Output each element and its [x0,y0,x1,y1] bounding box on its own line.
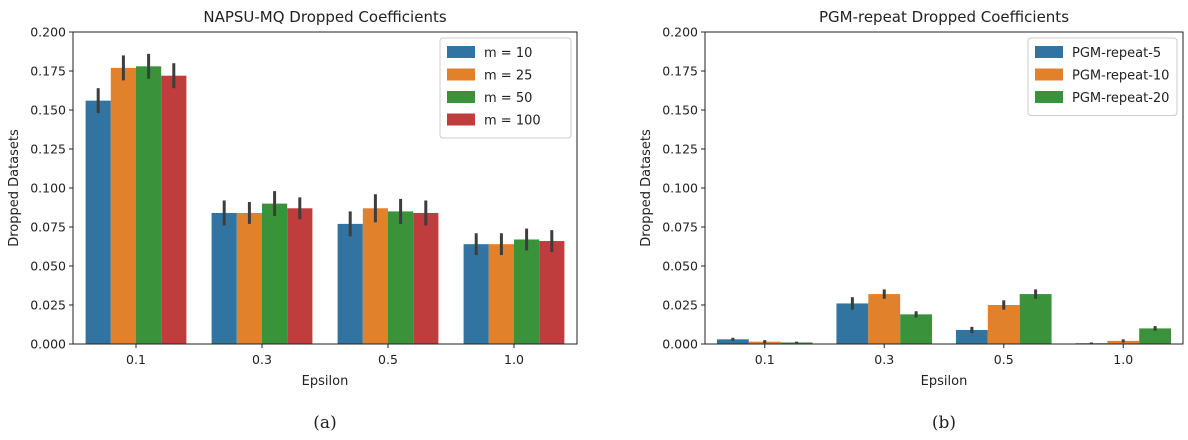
bar [388,211,414,344]
bar [1139,328,1172,344]
chart-title: PGM-repeat Dropped Coefficients [819,8,1069,26]
bar [868,294,901,344]
bar [900,314,933,344]
bar [262,203,288,344]
bar [987,305,1020,344]
legend: m = 10 m = 25 m = 50 m = 100 [439,37,572,139]
subfigure-caption: (a) [313,413,336,433]
y-tick-label: 0.050 [662,259,698,274]
y-axis-label: Dropped Datasets [639,129,654,247]
bar [836,303,869,344]
y-tick-label: 0.075 [662,220,698,235]
x-tick-label: 0.3 [874,352,894,367]
x-tick-label: 0.5 [378,352,398,367]
bar [211,212,237,344]
y-tick-label: 0.125 [662,142,698,157]
legend-swatch [1035,68,1063,81]
bar [955,329,988,344]
x-tick-label: 0.3 [252,352,272,367]
legend-entry: m = 10 [484,46,532,61]
bar [236,212,262,344]
x-axis-label: Epsilon [302,374,349,389]
x-tick-label: 0.5 [994,352,1014,367]
y-tick-label: 0.100 [662,181,698,196]
bar [337,223,363,344]
legend: PGM-repeat-5 PGM-repeat-10 PGM-repeat-20 [1027,37,1178,116]
bar [287,208,313,344]
y-tick-label: 0.000 [30,337,66,352]
y-tick-label: 0.200 [662,25,698,40]
legend-entry: PGM-repeat-20 [1072,91,1169,106]
bar [413,212,439,344]
legend-entry: m = 100 [484,114,541,129]
bar [716,339,749,344]
bar [161,75,187,345]
chart-title: NAPSU-MQ Dropped Coefficients [203,8,446,26]
legend-swatch [447,68,475,81]
bar [362,208,388,344]
subfigure-caption: (b) [932,413,956,433]
y-tick-label: 0.150 [662,103,698,118]
legend-swatch [447,91,475,103]
bar [488,244,514,344]
bar [1019,294,1052,344]
y-tick-label: 0.075 [30,220,66,235]
y-tick-label: 0.025 [662,298,698,313]
legend-entry: PGM-repeat-5 [1072,46,1161,61]
legend-entry: m = 50 [484,91,532,106]
legend-entry: PGM-repeat-10 [1072,69,1169,84]
y-tick-label: 0.175 [30,64,66,79]
bar [136,66,162,344]
legend-swatch [447,113,475,126]
y-axis-label: Dropped Datasets [7,129,22,247]
legend-box [439,37,572,139]
bar [539,241,565,344]
y-tick-label: 0.175 [662,64,698,79]
x-tick-label: 0.1 [126,352,146,367]
x-tick-label: 1.0 [1113,352,1133,367]
legend-swatch [1035,46,1063,58]
y-tick-label: 0.050 [30,259,66,274]
chart-pgm-repeat: PGM-repeat Dropped Coefficients 0.000 0.02… [639,8,1184,433]
bar [110,67,136,344]
bar [85,100,111,344]
legend-swatch [447,46,475,58]
y-tick-label: 0.150 [30,103,66,118]
bar [463,244,489,344]
y-tick-label: 0.025 [30,298,66,313]
legend-box [1027,37,1178,116]
y-tick-label: 0.100 [30,181,66,196]
y-tick-label: 0.200 [30,25,66,40]
chart-napsu-mq: NAPSU-MQ Dropped Coefficients 0.000 0.025 0… [7,8,578,433]
y-tick-label: 0.125 [30,142,66,157]
legend-entry: m = 25 [484,69,532,84]
legend-swatch [1035,91,1063,103]
x-tick-label: 0.1 [755,352,775,367]
y-tick-label: 0.000 [662,337,698,352]
x-axis-label: Epsilon [921,374,968,389]
x-tick-label: 1.0 [504,352,524,367]
bar [514,239,540,344]
